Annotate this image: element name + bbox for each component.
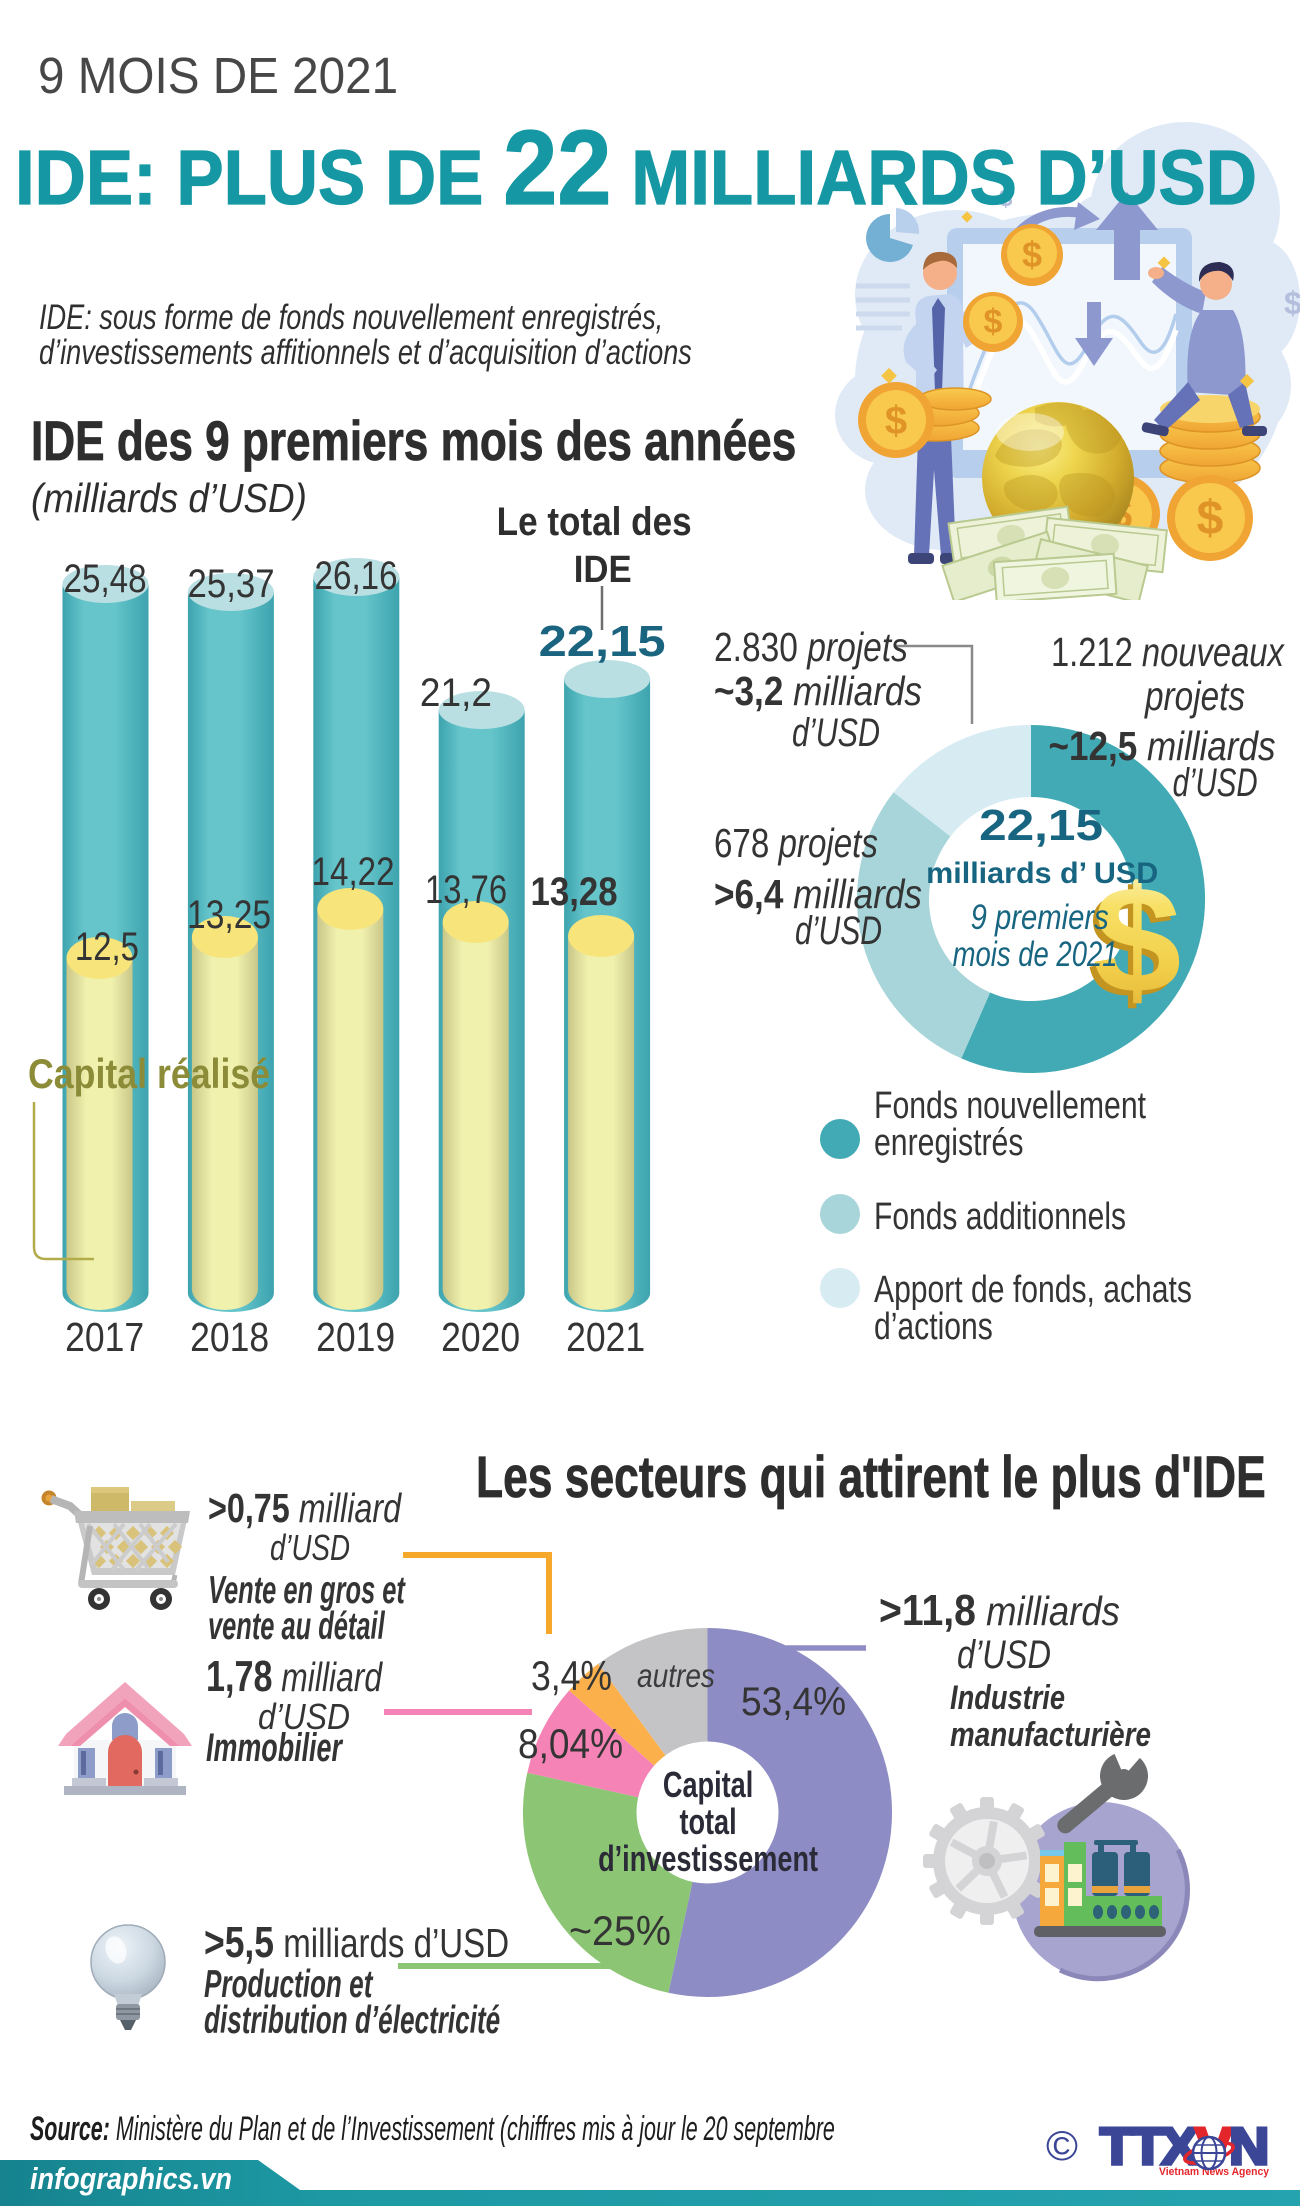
svg-text:$: $ xyxy=(1197,492,1224,545)
svg-text:$: $ xyxy=(1087,868,1176,1028)
svg-text:$: $ xyxy=(1093,868,1182,1025)
svg-text:$: $ xyxy=(1022,234,1042,275)
svg-text:$: $ xyxy=(885,399,907,443)
svg-text:$: $ xyxy=(984,303,1003,341)
svg-text:$: $ xyxy=(999,185,1013,212)
svg-text:$: $ xyxy=(1284,285,1300,321)
